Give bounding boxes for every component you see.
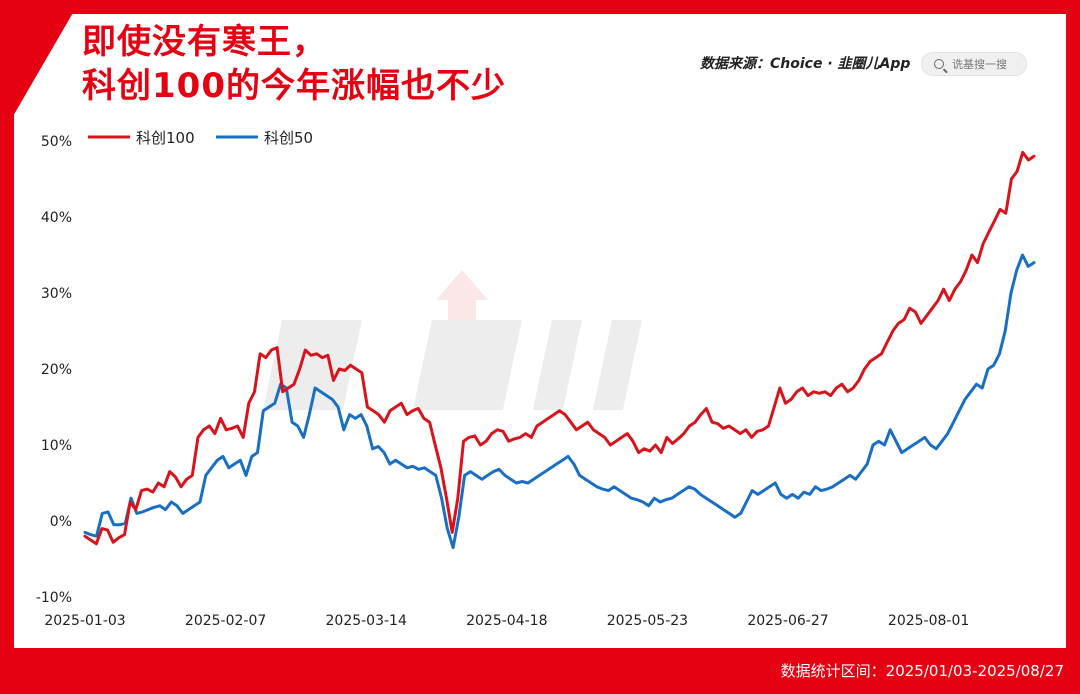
data-source-label: 数据来源：Choice · 韭圈儿App	[700, 56, 911, 72]
chart-legend: 科创100 科创50	[88, 129, 313, 147]
corner-accent	[14, 14, 72, 114]
x-tick-label: 2025-08-01	[888, 613, 969, 629]
y-axis: -10% 0% 10% 20% 30% 40% 50%	[36, 134, 72, 606]
search-input[interactable]: 诜基搜一搜	[921, 52, 1027, 76]
legend-label-1: 科创100	[136, 129, 195, 147]
chart-card	[14, 14, 1066, 648]
y-tick-label: 40%	[41, 210, 72, 226]
x-axis: 2025-01-03 2025-02-07 2025-03-14 2025-04-18…	[44, 613, 969, 629]
series-line-1	[83, 150, 1036, 546]
legend-label-2: 科创50	[264, 129, 313, 147]
x-tick-label: 2025-05-23	[607, 613, 688, 629]
y-tick-label: 10%	[41, 438, 72, 454]
search-placeholder: 诜基搜一搜	[952, 58, 1007, 71]
y-tick-label: -10%	[36, 590, 72, 606]
x-tick-label: 2025-04-18	[466, 613, 547, 629]
date-range-label: 数据统计区间：2025/01/03-2025/08/27	[780, 662, 1064, 680]
x-tick-label: 2025-02-07	[185, 613, 266, 629]
title-line-2: 科创100的今年涨幅也不少	[82, 66, 506, 106]
series-line-2	[83, 253, 1036, 550]
watermark-logo	[262, 270, 642, 410]
x-tick-label: 2025-03-14	[326, 613, 407, 629]
x-tick-label: 2025-01-03	[44, 613, 125, 629]
page-title: 即使没有寒王， 科创100的今年涨幅也不少	[82, 20, 506, 108]
x-tick-label: 2025-06-27	[747, 613, 828, 629]
y-tick-label: 0%	[50, 514, 72, 530]
search-icon	[934, 59, 944, 69]
y-tick-label: 20%	[41, 362, 72, 378]
series-layer	[83, 150, 1036, 550]
y-tick-label: 50%	[41, 134, 72, 150]
title-line-1: 即使没有寒王，	[82, 22, 327, 62]
y-tick-label: 30%	[41, 286, 72, 302]
